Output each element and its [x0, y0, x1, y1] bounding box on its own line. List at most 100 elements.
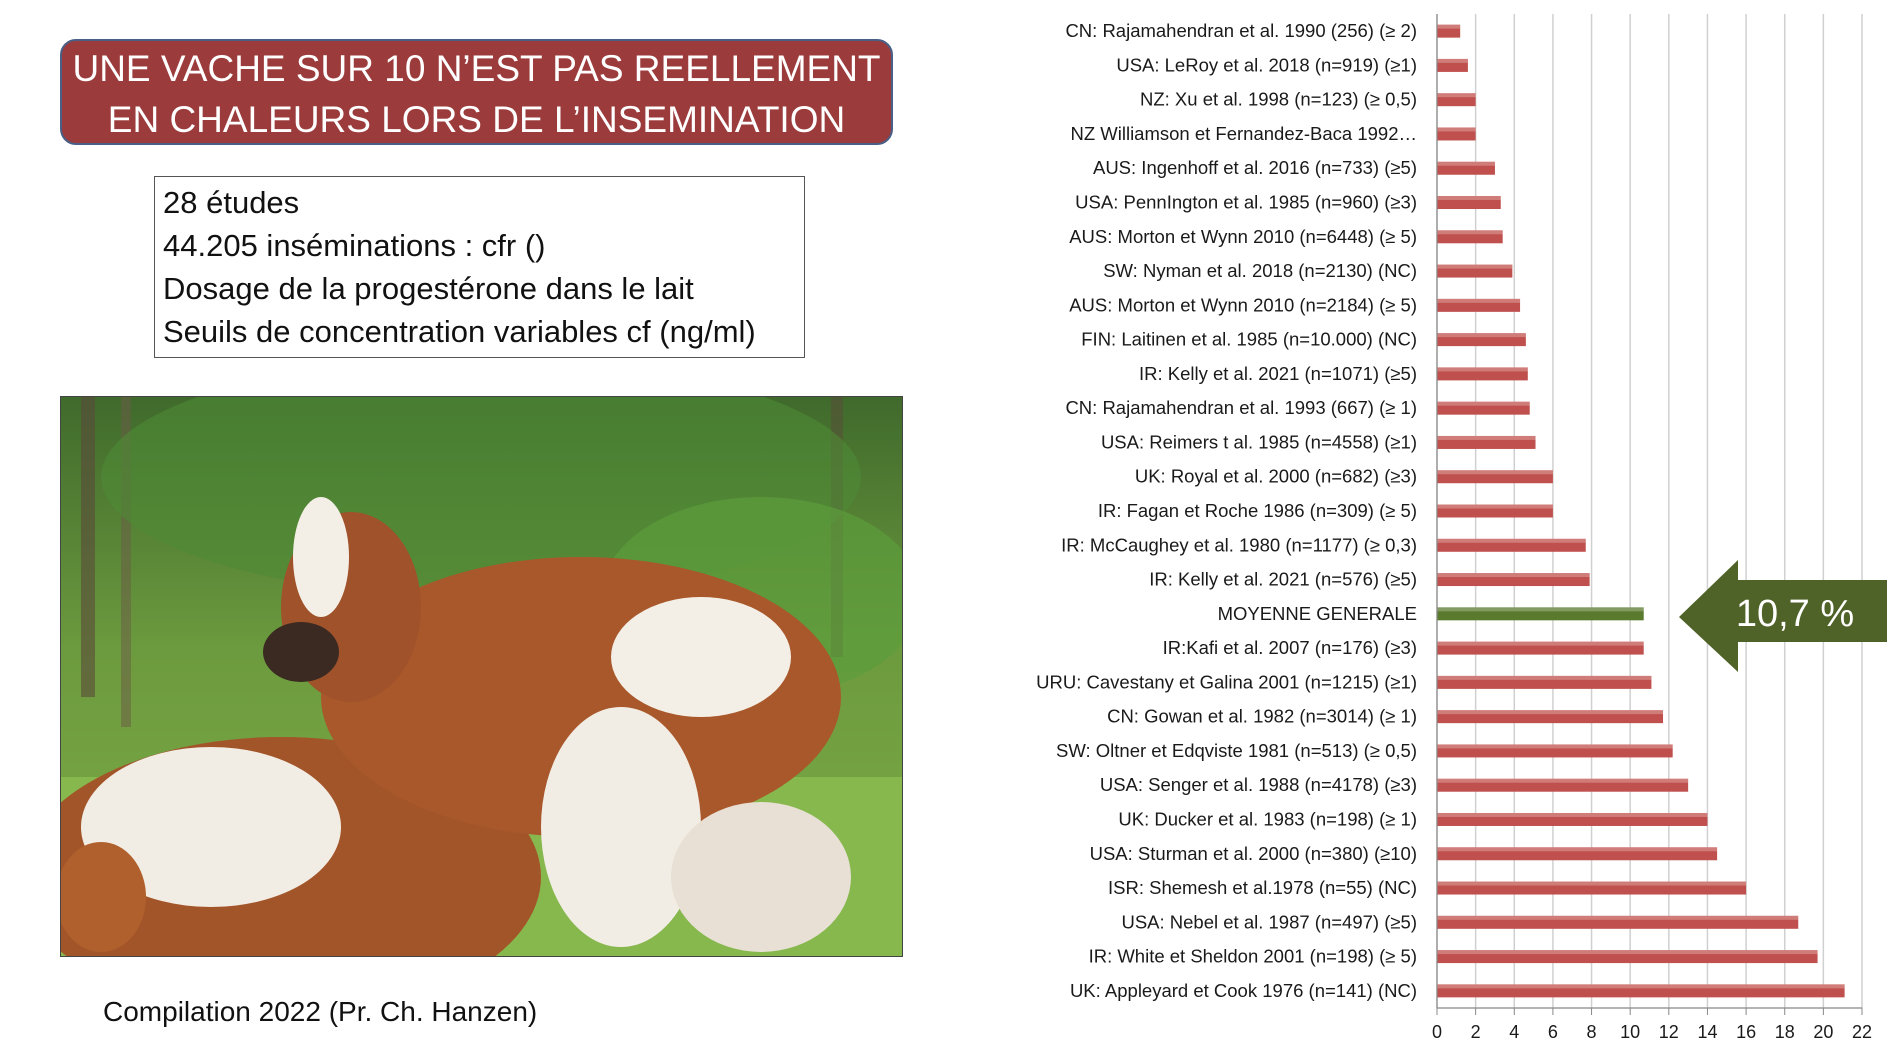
bar	[1437, 812, 1708, 826]
bar-highlight	[1437, 881, 1747, 886]
bar	[1437, 744, 1673, 758]
bar	[1437, 641, 1644, 655]
category-label: USA: LeRoy et al. 2018 (n=919) (≥1)	[1116, 54, 1417, 75]
bar	[1437, 847, 1718, 861]
bar-highlight	[1437, 298, 1521, 303]
bar-highlight	[1437, 435, 1536, 440]
bar-highlight	[1437, 710, 1664, 715]
category-label: IR: White et Sheldon 2001 (n=198) (≥ 5)	[1089, 946, 1417, 967]
bar-highlight	[1437, 401, 1530, 406]
bar-average	[1437, 607, 1644, 621]
bar-highlight	[1437, 847, 1718, 852]
bar-highlight	[1437, 984, 1845, 989]
category-label: CN: Rajamahendran et al. 1993 (667) (≥ 1…	[1065, 397, 1417, 418]
category-label: AUS: Morton et Wynn 2010 (n=2184) (≥ 5)	[1069, 294, 1417, 315]
category-label: CN: Gowan et al. 1982 (n=3014) (≥ 1)	[1107, 706, 1417, 727]
bar	[1437, 367, 1528, 381]
category-label: USA: Reimers t al. 1985 (n=4558) (≥1)	[1101, 431, 1417, 452]
bar-highlight	[1437, 127, 1476, 132]
bar-highlight	[1437, 264, 1513, 269]
bar	[1437, 24, 1461, 38]
bar	[1437, 778, 1689, 792]
bar	[1437, 230, 1503, 244]
bar-highlight	[1437, 230, 1503, 235]
x-tick-label: 20	[1813, 1022, 1833, 1042]
category-label: IR: McCaughey et al. 1980 (n=1177) (≥ 0,…	[1061, 534, 1417, 555]
chart-x-ticks: 0 2 4 6 8 10 12 14 16 18 20 22	[1432, 14, 1872, 1042]
bar	[1437, 333, 1526, 347]
x-tick-label: 10	[1620, 1022, 1640, 1042]
slide-title-line-2: EN CHALEURS LORS DE L’INSEMINATION	[107, 99, 846, 140]
bar-highlight	[1437, 196, 1501, 201]
callout-arrow: 10,7 %	[1679, 560, 1887, 672]
bar	[1437, 573, 1590, 587]
callout-text: 10,7 %	[1736, 593, 1854, 635]
bar-highlight	[1437, 538, 1586, 543]
category-label: UK: Ducker et al. 1983 (n=198) (≥ 1)	[1118, 808, 1417, 829]
info-line-studies: 28 études	[163, 185, 300, 220]
category-label: AUS: Morton et Wynn 2010 (n=6448) (≥ 5)	[1069, 226, 1417, 247]
bar	[1437, 950, 1818, 964]
bar-highlight	[1437, 333, 1526, 338]
x-tick-label: 14	[1697, 1022, 1717, 1042]
x-tick-label: 18	[1775, 1022, 1795, 1042]
study-info-box: 28 études 44.205 inséminations : cfr () …	[154, 176, 805, 358]
slide-title-line-1: UNE VACHE SUR 10 N’EST PAS REELLEMENT	[72, 48, 881, 89]
bar-highlight	[1437, 93, 1476, 98]
category-label: FIN: Laitinen et al. 1985 (n=10.000) (NC…	[1081, 329, 1417, 350]
bar	[1437, 435, 1536, 449]
category-label: AUS: Ingenhoff et al. 2016 (n=733) (≥5)	[1093, 157, 1417, 178]
category-label: NZ Williamson et Fernandez-Baca 1992…	[1070, 123, 1417, 144]
info-line-inseminations: 44.205 inséminations : cfr ()	[163, 228, 546, 263]
bar-highlight	[1437, 58, 1468, 63]
bar-highlight	[1437, 744, 1673, 749]
bar	[1437, 881, 1747, 895]
bar-highlight	[1437, 504, 1553, 509]
bar	[1437, 264, 1513, 278]
bar	[1437, 58, 1468, 72]
cows-photo-icon	[61, 397, 902, 956]
cows-photo	[60, 396, 903, 957]
slide-title: UNE VACHE SUR 10 N’EST PAS REELLEMENT EN…	[60, 39, 893, 145]
category-label: URU: Cavestany et Galina 2001 (n=1215) (…	[1036, 671, 1417, 692]
category-label: USA: Senger et al. 1988 (n=4178) (≥3)	[1100, 774, 1417, 795]
bar	[1437, 161, 1495, 175]
bar	[1437, 675, 1652, 689]
category-label: IR: Kelly et al. 2021 (n=576) (≥5)	[1149, 569, 1417, 590]
category-label: MOYENNE GENERALE	[1218, 603, 1417, 624]
bar	[1437, 401, 1530, 415]
category-label: CN: Rajamahendran et al. 1990 (256) (≥ 2…	[1065, 20, 1417, 41]
bar	[1437, 984, 1845, 998]
bar-highlight	[1437, 367, 1528, 372]
category-label: UK: Appleyard et Cook 1976 (n=141) (NC)	[1070, 980, 1417, 1001]
bar	[1437, 93, 1476, 107]
callout-arrow-icon	[1679, 560, 1887, 672]
x-tick-label: 22	[1852, 1022, 1872, 1042]
info-line-dosage: Dosage de la progestérone dans le lait	[163, 271, 694, 306]
bar-highlight	[1437, 812, 1708, 817]
x-tick-label: 16	[1736, 1022, 1756, 1042]
bar	[1437, 504, 1553, 518]
bar-highlight	[1437, 161, 1495, 166]
x-tick-label: 2	[1471, 1022, 1481, 1042]
chart-category-labels: CN: Rajamahendran et al. 1990 (256) (≥ 2…	[1036, 20, 1417, 1001]
bar-highlight	[1437, 950, 1818, 955]
bar-highlight	[1437, 24, 1461, 29]
category-label: USA: PennIngton et al. 1985 (n=960) (≥3)	[1075, 192, 1417, 213]
category-label: ISR: Shemesh et al.1978 (n=55) (NC)	[1108, 877, 1417, 898]
bar	[1437, 710, 1664, 724]
chart-bars	[1437, 24, 1845, 998]
x-tick-label: 12	[1659, 1022, 1679, 1042]
category-label: IR: Kelly et al. 2021 (n=1071) (≥5)	[1139, 363, 1417, 384]
category-label: USA: Sturman et al. 2000 (n=380) (≥10)	[1090, 843, 1417, 864]
x-tick-label: 6	[1548, 1022, 1558, 1042]
category-label: USA: Nebel et al. 1987 (n=497) (≥5)	[1121, 911, 1417, 932]
bar-highlight	[1437, 915, 1799, 920]
credit-text: Compilation 2022 (Pr. Ch. Hanzen)	[103, 996, 538, 1027]
category-label: NZ: Xu et al. 1998 (n=123) (≥ 0,5)	[1140, 89, 1417, 110]
bar-highlight	[1437, 675, 1652, 680]
bar	[1437, 298, 1521, 312]
category-label: UK: Royal et al. 2000 (n=682) (≥3)	[1135, 466, 1417, 487]
x-tick-label: 8	[1587, 1022, 1597, 1042]
